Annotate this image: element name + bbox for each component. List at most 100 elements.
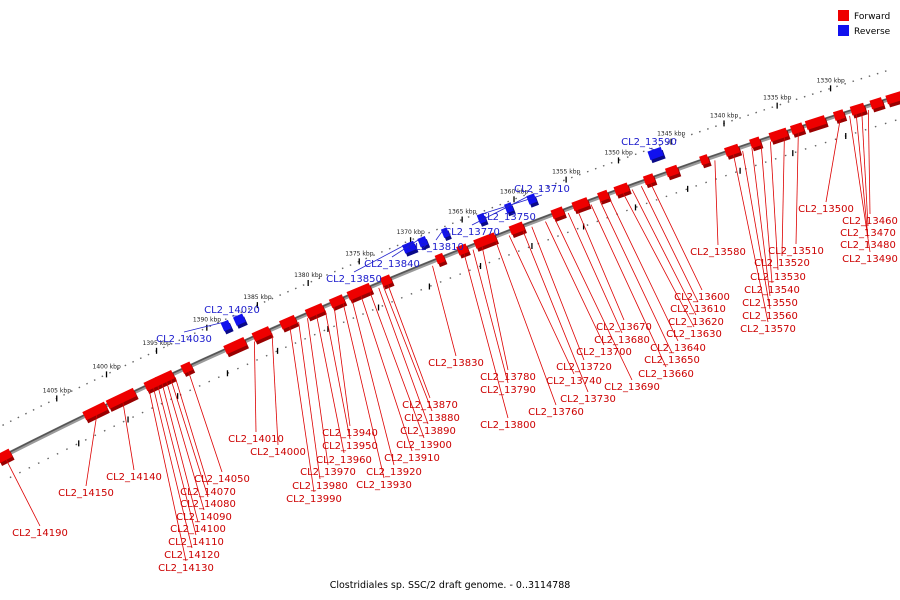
leader-line: [599, 200, 673, 354]
forward-gene-label: CL2_13490: [842, 254, 898, 265]
reverse-gene-label: CL2_13770: [444, 227, 500, 238]
leader-line: [253, 341, 257, 433]
reverse-gene-label: CL2_13710: [514, 184, 570, 195]
leader-line: [387, 284, 431, 399]
map-caption: Clostridiales sp. SSC/2 draft genome. - …: [330, 580, 571, 591]
forward-gene-label: CL2_13910: [384, 453, 440, 464]
forward-gene-label: CL2_13930: [356, 480, 412, 491]
forward-gene-label: CL2_13630: [666, 329, 722, 340]
leader-line: [342, 302, 385, 479]
forward-gene-label: CL2_14130: [158, 563, 214, 574]
leader-line: [631, 189, 697, 316]
forward-gene-label: CL2_13980: [292, 481, 348, 492]
leader-line: [298, 321, 321, 480]
leader-line: [463, 253, 509, 419]
reverse-gene: [647, 146, 664, 161]
forward-gene-label: CL2_13990: [286, 494, 342, 505]
forward-gene: [434, 252, 446, 265]
forward-gene-label: CL2_13690: [604, 382, 660, 393]
ruler-tick-label: 1360 kbp: [500, 188, 528, 195]
forward-gene: [869, 97, 884, 110]
forward-gene-label: CL2_14000: [250, 447, 306, 458]
forward-gene-label: CL2_13970: [300, 467, 356, 478]
forward-gene-label: CL2_14090: [176, 512, 232, 523]
forward-gene-label: CL2_13780: [480, 372, 536, 383]
forward-gene: [804, 115, 827, 130]
reverse-gene-label: CL2_13850: [326, 274, 382, 285]
forward-gene: [180, 361, 194, 374]
reverse-gene-label: CL2_13590: [621, 137, 677, 148]
reverse-gene-label: CL2_13840: [364, 259, 420, 270]
forward-gene: [749, 136, 762, 149]
ruler-tick-label: 1365 kbp: [448, 209, 476, 216]
leader-line: [732, 153, 769, 323]
forward-gene-label: CL2_13730: [560, 394, 616, 405]
leader-line: [554, 217, 633, 381]
leader-line: [85, 414, 98, 487]
forward-gene-label: CL2_13500: [798, 204, 854, 215]
forward-gene: [456, 243, 469, 256]
leader-line: [650, 182, 703, 291]
ruler-dots-outer: [0, 68, 893, 428]
leader-line: [324, 310, 351, 440]
kbp-ruler: 1330 kbp 1335 kbp 1340 kbp 1345 kbp 1350 kbp…: [0, 68, 900, 479]
leader-line: [432, 265, 457, 357]
forward-gene: [508, 221, 525, 235]
forward-gene: [664, 164, 680, 178]
leader-line: [360, 295, 413, 452]
forward-gene: [279, 314, 298, 330]
forward-gene-label: CL2_14120: [164, 550, 220, 561]
forward-gene: [346, 282, 373, 301]
forward-gene-label: CL2_14150: [58, 488, 114, 499]
ruler-tick-label: 1400 kbp: [93, 363, 121, 370]
leader-line: [157, 385, 197, 536]
leader-line: [622, 192, 695, 328]
reverse-gene-label: CL2_14020: [204, 305, 260, 316]
forward-gene-label: CL2_13470: [840, 228, 896, 239]
forward-gene-label: CL2_14080: [180, 499, 236, 510]
leader-line: [307, 318, 329, 466]
leader-line: [640, 186, 699, 303]
forward-gene: [223, 337, 247, 355]
leader-line: [153, 387, 193, 549]
forward-gene-label: CL2_13920: [366, 467, 422, 478]
forward-gene: [105, 387, 137, 409]
leader-line: [608, 197, 679, 342]
reverse-gene: [220, 319, 232, 332]
forward-gene-label: CL2_13680: [594, 335, 650, 346]
leader-line: [435, 228, 445, 241]
leader-line: [188, 371, 223, 473]
leader-line: [353, 243, 408, 273]
forward-gene-label: CL2_13540: [744, 285, 800, 296]
forward-gene-label: CL2_13520: [754, 258, 810, 269]
forward-gene: [473, 232, 497, 249]
ruler-tick-label: 1345 kbp: [657, 131, 685, 138]
leader-line: [861, 112, 869, 227]
leader-line: [471, 194, 531, 226]
forward-gene-label: CL2_13720: [556, 362, 612, 373]
leader-line: [576, 209, 625, 321]
forward-gene: [597, 189, 610, 202]
ruler-tick-label: 1370 kbp: [397, 229, 425, 236]
leader-line: [714, 160, 719, 246]
forward-gene: [82, 401, 108, 421]
legend: Forward Reverse: [838, 10, 891, 37]
forward-gene-label: CL2_13700: [576, 347, 632, 358]
leader-line: [378, 287, 429, 425]
forward-gene-label: CL2_13620: [668, 317, 724, 328]
forward-gene-label: CL2_13480: [840, 240, 896, 251]
leader-line: [751, 147, 771, 297]
leader-line: [289, 325, 315, 493]
forward-gene: [789, 122, 805, 135]
ruler-tick-label: 1350 kbp: [604, 149, 632, 156]
forward-gene: [154, 369, 175, 386]
forward-gene-label: CL2_13460: [842, 216, 898, 227]
reverse-gene-label: CL2_14030: [156, 334, 212, 345]
forward-gene-label: CL2_13560: [742, 311, 798, 322]
leader-line: [545, 221, 605, 346]
leader-line: [166, 381, 205, 511]
leader-line: [183, 321, 225, 333]
forward-gene: [550, 206, 565, 220]
forward-gene: [832, 109, 846, 121]
reverse-gene-label: CL2_13750: [480, 212, 536, 223]
